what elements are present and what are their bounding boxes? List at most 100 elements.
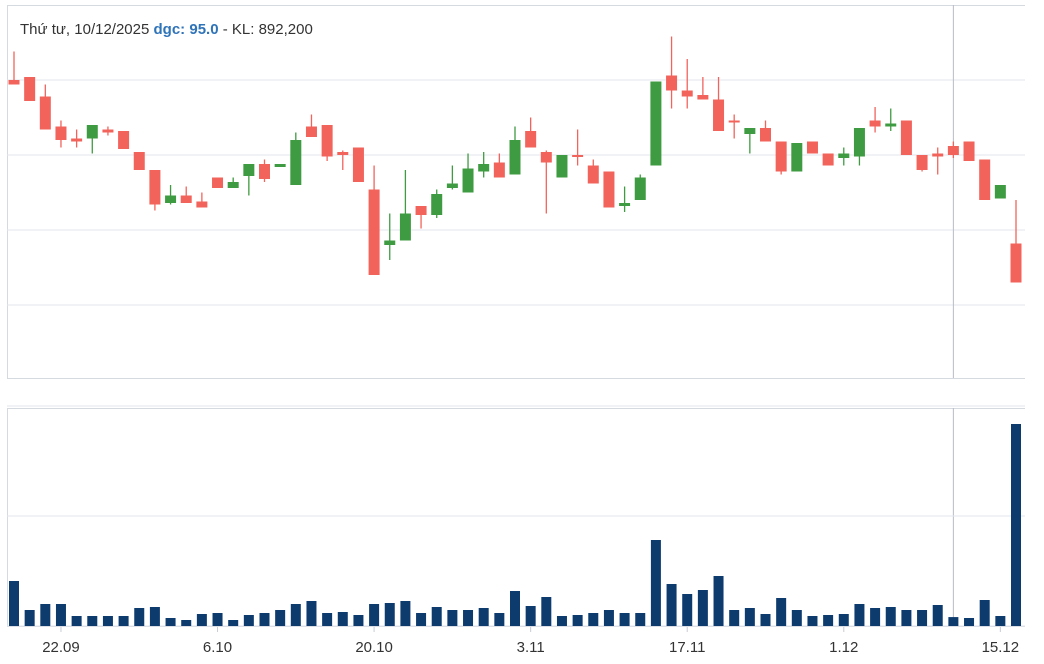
volume-bar [259,613,270,626]
volume-bar [55,604,66,626]
candle-body [212,177,224,188]
candle-body [196,201,208,208]
plot-area: 22.09 6.10 20.10 3.11 17.11 1.12 15.12 [7,5,1025,656]
candle-body [932,153,944,157]
candle-body [399,213,411,241]
volume-bar [744,608,755,626]
candle-body [916,155,928,170]
volume-bar [948,617,959,626]
volume-bar [369,604,380,626]
candle-body [55,126,67,140]
candle-body [509,140,521,175]
volume-bar [71,616,82,626]
volume-bar [243,615,254,626]
volume-bar [823,615,834,626]
candle-body [259,164,270,179]
candle-body [775,141,787,172]
x-tick-label: 15.12 [982,639,1020,656]
candle-body [368,189,380,275]
candle-body [493,162,505,178]
candle-body [352,147,364,182]
volume-bar [682,594,693,626]
candle-body [24,77,36,101]
volume-bar [196,614,207,626]
candle-body [431,194,443,215]
candle-body [806,141,818,154]
candle-body [994,185,1006,199]
candle-body [180,195,192,203]
candle-body [8,80,20,85]
candle-body [86,125,98,139]
volume-bar [979,600,990,626]
volume-bar [635,613,646,626]
candle-body [650,81,662,166]
volume-bar [149,607,160,626]
volume-bar [901,610,912,626]
volume-bar [854,604,865,626]
volume-bar [431,607,442,626]
volume-bar [384,603,395,626]
volume-bar [964,618,975,626]
volume-bar [572,615,583,626]
candle-body [681,90,693,97]
candle-body [760,128,771,142]
volume-bar [353,615,364,626]
candle-body [243,164,255,176]
candle-body [713,99,725,131]
volume-bar [9,581,19,626]
candle-body [900,120,912,155]
volume-bar [447,610,458,626]
volume-bar [40,604,51,626]
tooltip-volume: - KL: 892,200 [223,21,313,38]
volume-bar [650,540,661,626]
volume-bar [525,606,536,626]
candle-body [305,126,317,137]
candle-body [290,140,302,185]
candle-body [697,95,709,100]
volume-bar [400,601,411,626]
candle-body [133,152,145,170]
tooltip: Thứ tư, 10/12/2025 dgc: 95.0 - KL: 892,2… [20,21,313,38]
candle-body [540,152,552,163]
volume-bar [337,612,348,626]
x-tick-label: 20.10 [355,639,393,656]
candle-body [337,152,349,155]
x-tick-label: 3.11 [517,639,545,656]
volume-bar [416,613,427,626]
candle-body [1010,243,1022,283]
candle-body [525,131,537,148]
volume-bar [165,618,176,626]
volume-bar [603,610,614,626]
x-tick-label: 17.11 [669,639,705,656]
candle-body [149,170,161,205]
volume-bar [212,613,223,626]
candle-body [556,155,568,178]
candle-body [572,155,584,157]
volume-bar [917,610,928,626]
candle-body [39,96,51,130]
candle-body [587,165,599,184]
volume-bar [275,610,286,626]
volume-bar [995,616,1006,626]
x-tick-label: 6.10 [203,639,232,656]
candle-body [619,203,631,206]
candle-body [384,240,396,245]
volume-bar [494,613,505,626]
volume-bar [541,597,552,626]
candle-body [947,146,959,155]
candle-body [227,182,239,188]
candle-body [321,125,333,157]
candle-body [274,164,286,167]
volume-bar [322,613,333,626]
candle-body [869,120,881,127]
volume-bar [760,614,771,626]
candle-body [963,141,975,161]
volume-bar [118,616,129,626]
volume-bar [713,576,724,626]
volume-bar [588,613,599,626]
candle-body [744,128,756,134]
candle-body [71,138,83,142]
volume-bar [306,601,317,626]
volume-bar [463,610,474,626]
